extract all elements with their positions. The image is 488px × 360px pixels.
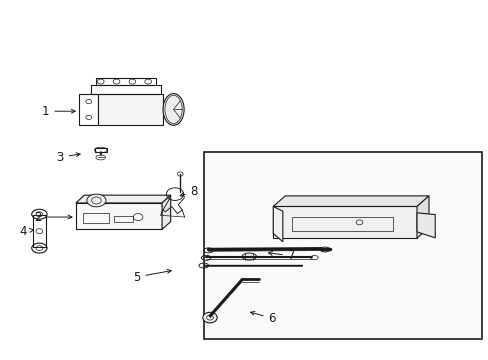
Ellipse shape [203,312,217,323]
Bar [292,217,392,231]
Bar [83,213,109,223]
Bar [273,207,416,238]
Bar [91,85,160,94]
Bar [203,152,481,339]
Text: 8: 8 [180,185,198,198]
Text: 2: 2 [34,211,72,224]
Text: 7: 7 [268,249,295,262]
Bar [96,78,156,85]
Text: 1: 1 [42,105,75,118]
Text: 4: 4 [20,225,34,238]
Text: 5: 5 [133,269,171,284]
Polygon shape [416,213,434,238]
Bar [76,203,162,229]
Polygon shape [76,195,170,203]
Ellipse shape [163,94,184,125]
Ellipse shape [87,194,106,207]
Ellipse shape [242,253,256,260]
Bar [94,148,107,153]
Bar [79,94,98,125]
Text: 6: 6 [250,311,276,325]
Polygon shape [416,196,428,238]
Bar [98,94,163,125]
Bar [114,216,133,222]
Polygon shape [273,207,282,242]
Text: 3: 3 [56,150,80,163]
Polygon shape [162,195,170,229]
Polygon shape [273,196,428,207]
